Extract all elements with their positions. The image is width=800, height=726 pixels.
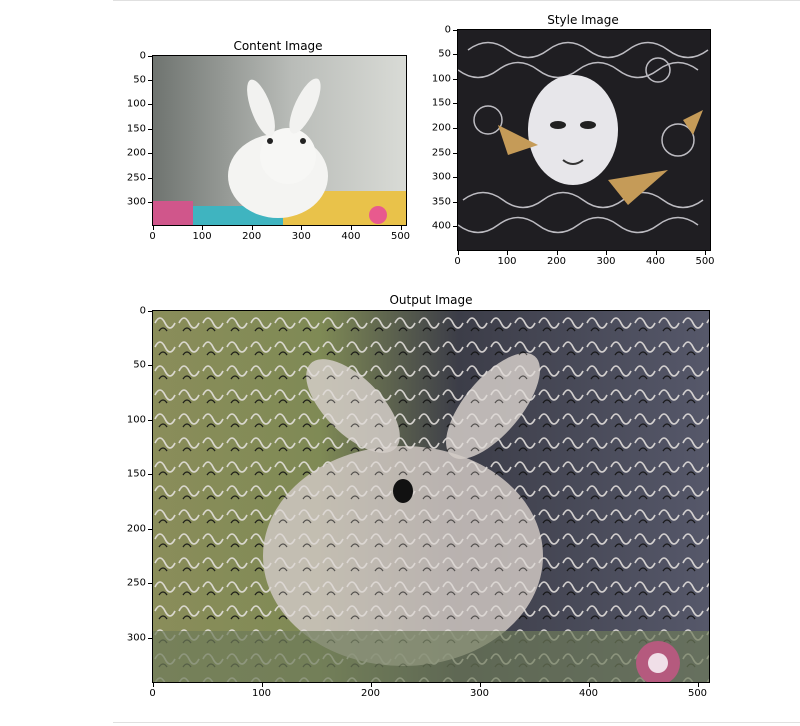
output-x-tickmark: [588, 683, 590, 687]
output-image-plot: [152, 310, 710, 683]
content-x-tickmark: [301, 226, 303, 230]
style-y-tick-label: 200: [431, 122, 451, 134]
output-x-tick-label: 0: [149, 688, 156, 699]
output-image-picture: [153, 311, 709, 682]
style-y-tickmark: [453, 201, 457, 203]
output-x-tickmark: [479, 683, 481, 687]
output-x-tickmark: [370, 683, 372, 687]
content-y-tick-label: 250: [126, 172, 146, 183]
style-y-tick-label: 0: [444, 24, 451, 35]
output-x-tick-label: 500: [687, 688, 708, 699]
style-x-tick-label: 400: [645, 256, 666, 267]
style-x-tickmark: [705, 251, 706, 255]
style-y-tickmark: [453, 78, 457, 80]
style-y-tickmark: [453, 29, 457, 31]
style-y-tickmark: [453, 103, 457, 105]
content-image-plot: [152, 55, 407, 226]
output-x-tick-label: 300: [469, 688, 490, 699]
style-y-tick-label: 300: [431, 171, 451, 183]
output-y-tickmark: [148, 583, 152, 584]
content-x-tick-label: 500: [390, 231, 411, 242]
style-image-title: Style Image: [547, 13, 619, 27]
output-y-tick-label: 150: [126, 468, 146, 480]
style-x-tickmark: [556, 251, 558, 255]
output-y-tick-label: 200: [126, 523, 146, 534]
output-y-tickmark: [148, 310, 152, 312]
output-image-title: Output Image: [389, 293, 473, 307]
content-x-tickmark: [251, 226, 253, 230]
content-y-tickmark: [148, 79, 152, 81]
notebook-cell-bottom-border: [113, 722, 800, 725]
output-y-tick-label: 300: [126, 632, 146, 643]
content-x-tickmark: [400, 226, 402, 230]
style-x-tickmark: [655, 251, 657, 255]
content-x-tick-label: 300: [291, 231, 311, 242]
output-x-tickmark: [152, 683, 154, 687]
content-y-tick-label: 200: [126, 147, 146, 159]
content-y-tickmark: [148, 55, 152, 57]
style-x-tickmark: [507, 251, 508, 255]
output-x-tickmark: [261, 683, 263, 687]
output-y-tick-label: 50: [133, 359, 146, 371]
style-y-tickmark: [453, 226, 457, 228]
output-x-tick-label: 100: [251, 688, 272, 699]
style-y-tick-label: 250: [431, 147, 451, 158]
style-x-tick-label: 0: [454, 256, 461, 267]
style-y-tick-label: 400: [431, 220, 451, 232]
output-y-tick-label: 100: [126, 414, 146, 425]
content-y-tick-label: 100: [126, 98, 146, 110]
content-image-title: Content Image: [233, 39, 323, 53]
style-y-tickmark: [453, 127, 457, 129]
style-y-tick-label: 150: [431, 97, 451, 109]
style-x-tick-label: 200: [546, 256, 567, 267]
output-y-tick-label: 250: [126, 577, 146, 589]
style-y-tick-label: 50: [438, 48, 451, 60]
style-x-tick-label: 500: [695, 256, 715, 267]
style-y-tickmark: [453, 54, 457, 56]
content-y-tickmark: [148, 177, 152, 179]
style-y-tickmark: [453, 177, 457, 179]
output-y-tickmark: [148, 365, 152, 366]
content-y-tick-label: 0: [139, 50, 146, 61]
output-x-tickmark: [697, 683, 699, 687]
output-y-tickmark: [148, 528, 152, 530]
content-x-tick-label: 400: [341, 231, 361, 242]
content-y-tickmark: [148, 104, 152, 106]
content-y-tick-label: 50: [133, 74, 146, 86]
style-y-tickmark: [453, 152, 457, 154]
output-x-tick-label: 400: [578, 688, 599, 699]
content-image-picture: [153, 56, 406, 225]
content-x-tick-label: 100: [192, 231, 212, 242]
content-y-tick-label: 300: [126, 196, 146, 208]
content-x-tickmark: [152, 226, 154, 230]
output-y-tick-label: 0: [139, 305, 146, 316]
content-x-tick-label: 200: [242, 231, 262, 242]
content-y-tickmark: [148, 128, 152, 130]
content-y-tickmark: [148, 153, 152, 155]
content-x-tick-label: 0: [149, 231, 156, 242]
style-image-plot: [457, 29, 711, 251]
content-x-tickmark: [202, 226, 204, 230]
style-y-tick-label: 100: [431, 73, 451, 85]
content-x-tickmark: [350, 226, 352, 230]
content-y-tick-label: 150: [126, 123, 146, 135]
style-x-tickmark: [457, 251, 459, 255]
style-y-tick-label: 350: [431, 196, 451, 208]
content-y-tickmark: [148, 201, 152, 203]
style-image-picture: [458, 30, 710, 250]
output-y-tickmark: [148, 419, 152, 421]
style-x-tick-label: 300: [596, 256, 616, 267]
output-y-tickmark: [148, 474, 152, 475]
style-x-tick-label: 100: [497, 256, 517, 267]
output-y-tickmark: [148, 637, 152, 639]
style-x-tickmark: [606, 251, 607, 255]
output-x-tick-label: 200: [360, 688, 381, 699]
notebook-cell-top-border: [113, 0, 800, 3]
